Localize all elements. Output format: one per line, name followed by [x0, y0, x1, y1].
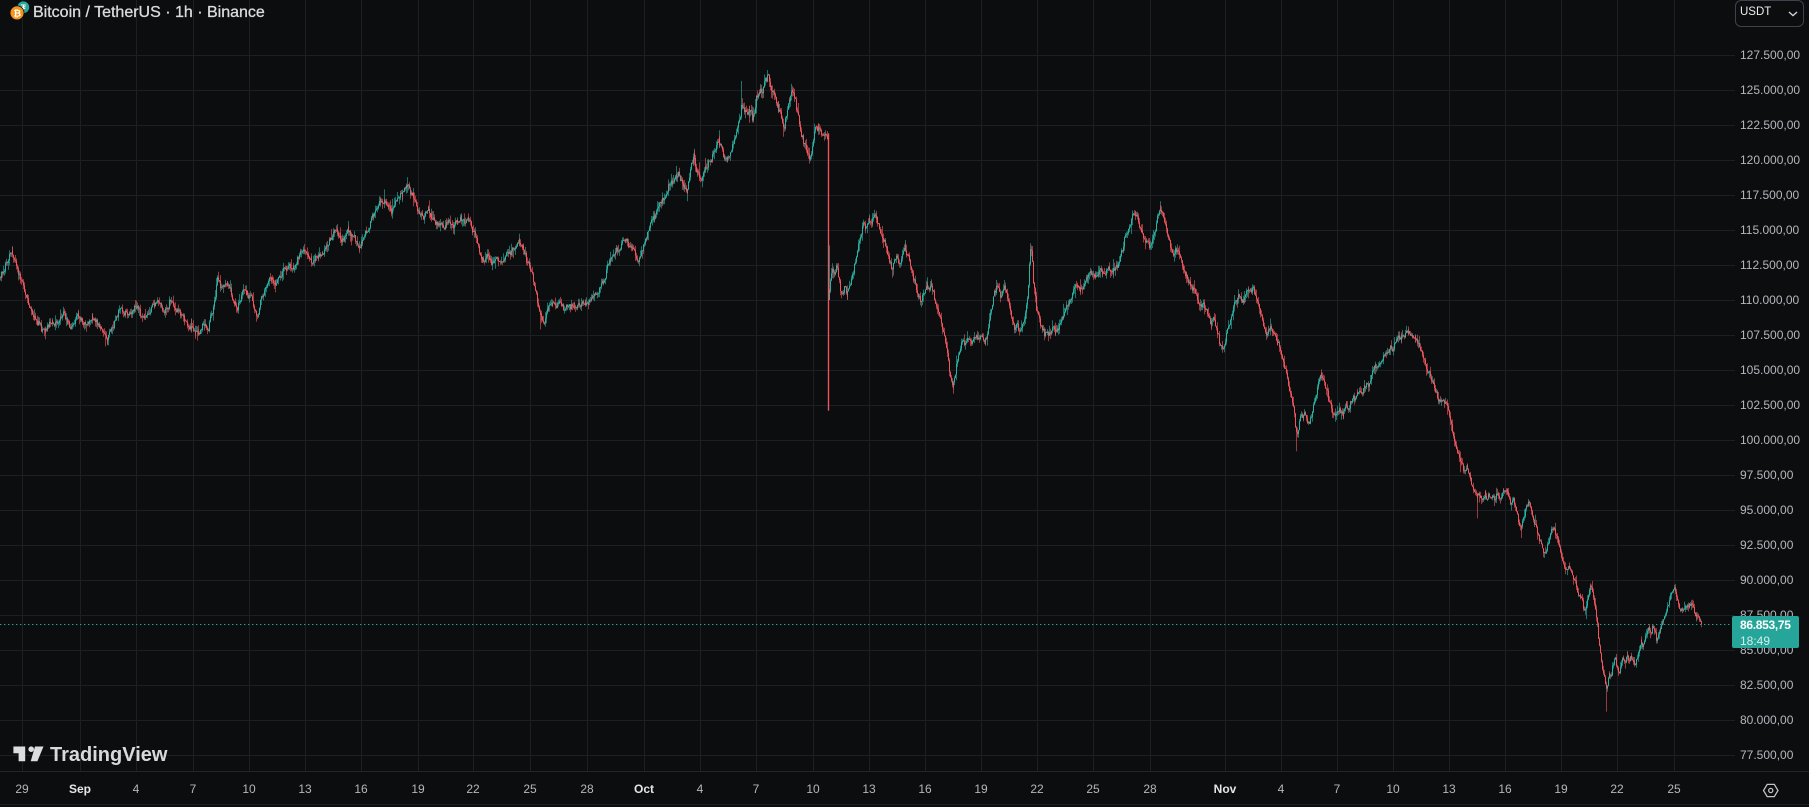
svg-text:₿: ₿ [13, 8, 21, 19]
svg-text:₮: ₮ [21, 2, 27, 12]
